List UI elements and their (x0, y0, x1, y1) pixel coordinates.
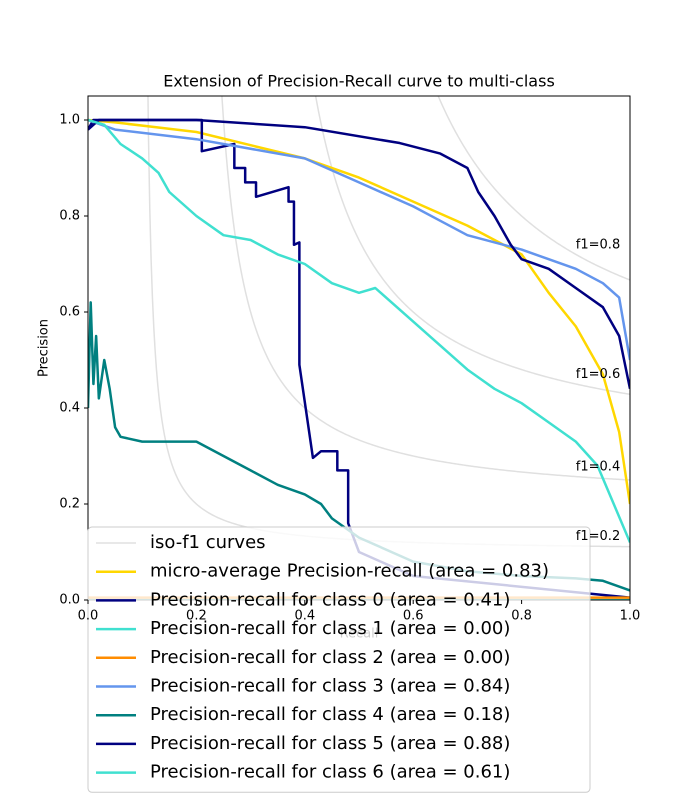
legend-label: Precision-recall for class 3 (area = 0.8… (150, 676, 510, 697)
y-tick-label: 1.0 (59, 113, 80, 128)
y-tick-label: 0.2 (59, 497, 80, 512)
series-line (88, 118, 630, 390)
iso-f1-label: f1=0.2 (576, 529, 620, 544)
iso-f1-curve (437, 96, 630, 281)
iso-f1-curve (221, 96, 630, 481)
series-line (88, 118, 630, 505)
x-tick-label: 0.2 (186, 609, 207, 624)
y-axis-label: Precision (37, 319, 52, 377)
x-tick-label: 0.0 (78, 609, 99, 624)
y-tick-label: 0.0 (59, 593, 80, 608)
iso-f1-label: f1=0.6 (576, 367, 620, 382)
y-tick-label: 0.8 (59, 209, 80, 224)
x-tick-label: 1.0 (620, 609, 641, 624)
chart-title: Extension of Precision-Recall curve to m… (163, 72, 555, 91)
legend-label: Precision-recall for class 4 (area = 0.1… (150, 704, 510, 725)
series-line (88, 118, 630, 543)
series-line (88, 118, 630, 599)
iso-f1-label: f1=0.8 (576, 237, 620, 252)
series-line (88, 118, 630, 361)
iso-f1-curve (314, 96, 630, 396)
legend-label: iso-f1 curves (150, 532, 266, 553)
legend-label: Precision-recall for class 1 (area = 0.0… (150, 618, 510, 639)
iso-f1-label: f1=0.4 (576, 459, 620, 474)
y-tick-label: 0.6 (59, 305, 80, 320)
legend-label: micro-average Precision-recall (area = 0… (150, 561, 549, 582)
legend-label: Precision-recall for class 6 (area = 0.6… (150, 762, 510, 783)
y-tick-label: 0.4 (59, 401, 80, 416)
legend-label: Precision-recall for class 5 (area = 0.8… (150, 733, 510, 754)
legend-label: Precision-recall for class 2 (area = 0.0… (150, 647, 510, 668)
x-tick-label: 0.4 (294, 609, 315, 624)
legend: iso-f1 curves micro-average Precision-rec… (87, 526, 591, 793)
x-tick-label: 0.6 (403, 609, 424, 624)
legend-label: Precision-recall for class 0 (area = 0.4… (150, 589, 510, 610)
legend-box (87, 526, 591, 793)
x-tick-label: 0.8 (511, 609, 532, 624)
